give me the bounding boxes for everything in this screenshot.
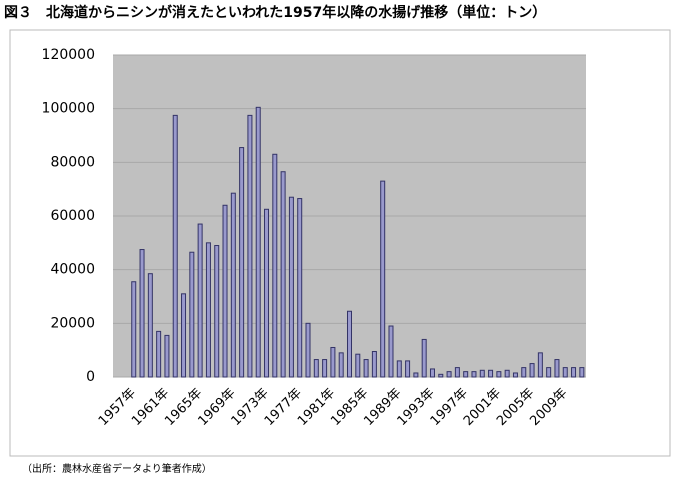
- bar: [147, 273, 153, 378]
- bar: [454, 367, 460, 378]
- bar: [255, 106, 261, 378]
- bar: [313, 359, 319, 378]
- bar: [189, 251, 195, 378]
- bar: [355, 353, 361, 378]
- bar: [131, 281, 137, 378]
- bar: [205, 242, 211, 378]
- bar: [363, 359, 369, 378]
- bar: [305, 322, 311, 378]
- bar: [156, 330, 162, 378]
- bar: [512, 372, 518, 378]
- bar: [164, 334, 170, 378]
- bar: [521, 367, 527, 378]
- bar: [396, 360, 402, 378]
- bar: [139, 249, 145, 378]
- bar: [214, 245, 220, 378]
- y-tick-label: 0: [86, 369, 95, 385]
- bar: [272, 153, 278, 378]
- bar: [537, 352, 543, 378]
- bar: [529, 363, 535, 378]
- bar: [579, 367, 585, 378]
- bar: [496, 371, 502, 378]
- bar: [388, 325, 394, 378]
- bar: [380, 180, 386, 378]
- y-tick-label: 80000: [50, 154, 95, 170]
- bar: [338, 352, 344, 378]
- source-note: （出所：農林水産省データより筆者作成）: [22, 462, 212, 475]
- bar: [371, 351, 377, 378]
- bar: [479, 369, 485, 378]
- bar: [405, 360, 411, 378]
- bar: [181, 293, 187, 378]
- bar: [297, 198, 303, 378]
- bar: [463, 371, 469, 378]
- bar: [554, 359, 560, 378]
- bar: [264, 208, 270, 378]
- y-tick-label: 40000: [50, 262, 95, 278]
- bar: [546, 367, 552, 378]
- bar: [347, 310, 352, 378]
- y-tick-label: 120000: [42, 47, 95, 63]
- bar: [239, 147, 245, 378]
- chart-title: 図３ 北海道からニシンが消えたといわれた1957年以降の水揚げ推移（単位：トン）: [4, 4, 546, 21]
- bar: [413, 372, 419, 378]
- bar: [172, 114, 178, 378]
- bar: [230, 192, 236, 378]
- bar: [280, 171, 286, 378]
- bar: [247, 114, 253, 378]
- y-tick-label: 60000: [50, 208, 95, 224]
- bar: [222, 204, 228, 378]
- bar: [322, 359, 328, 378]
- bar: [429, 368, 435, 378]
- bar: [571, 367, 577, 378]
- bar: [438, 373, 444, 378]
- bar: [197, 223, 203, 378]
- bar: [288, 196, 294, 378]
- y-tick-label: 100000: [42, 101, 95, 117]
- bar: [504, 369, 510, 378]
- bar: [421, 338, 427, 378]
- y-tick-label: 20000: [50, 315, 95, 331]
- bar: [446, 371, 452, 378]
- bar: [562, 367, 568, 378]
- bar: [330, 346, 336, 378]
- bar: [471, 371, 477, 378]
- bar: [488, 369, 494, 378]
